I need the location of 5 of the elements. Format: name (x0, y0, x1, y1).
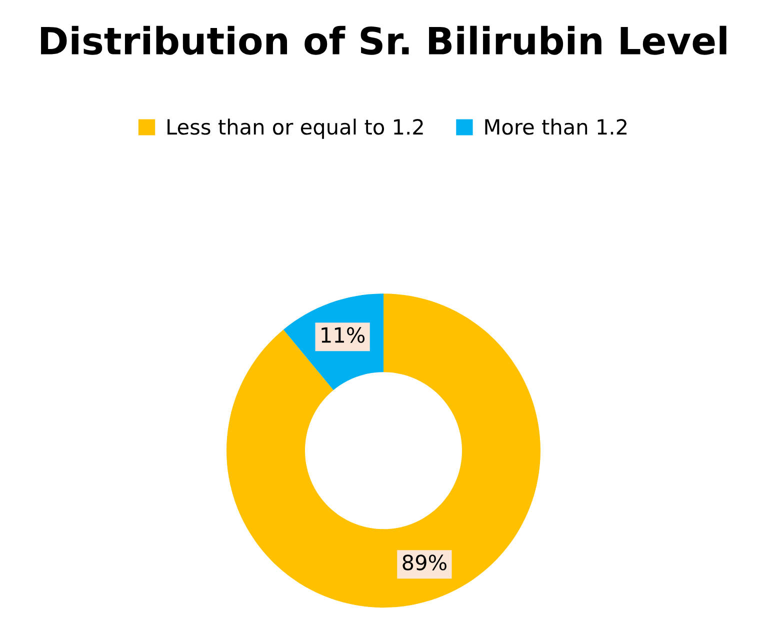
legend-label: Less than or equal to 1.2 (168, 118, 423, 139)
data-label: 89% (402, 554, 446, 570)
data-label: 11% (322, 327, 365, 343)
chart-title: Distribution of Sr. Bilirubin Level (41, 26, 726, 55)
legend-label: More than 1.2 (485, 118, 626, 135)
